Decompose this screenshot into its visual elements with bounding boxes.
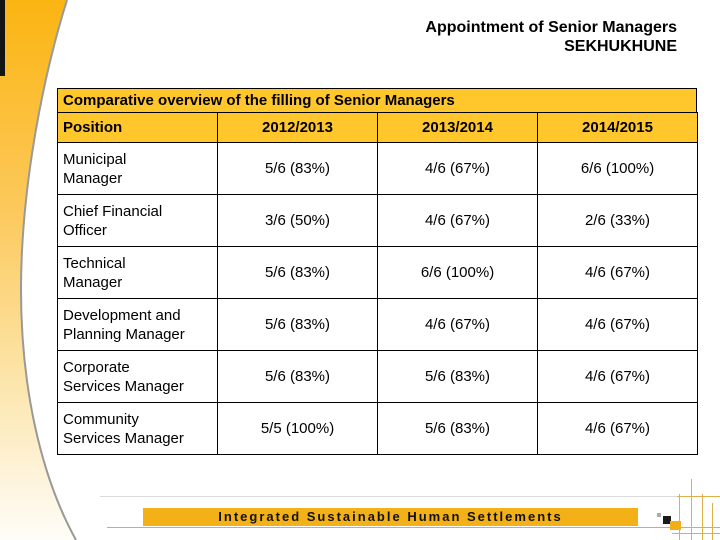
value-cell: 4/6 (67%)	[377, 194, 538, 247]
crosshair-vline	[702, 494, 703, 540]
value-cell: 4/6 (67%)	[537, 298, 698, 351]
crosshair-hline	[672, 533, 720, 534]
value-cell: 5/5 (100%)	[217, 402, 378, 455]
position-cell: Technical Manager	[57, 246, 218, 299]
position-cell: Development and Planning Manager	[57, 298, 218, 351]
value-cell: 3/6 (50%)	[217, 194, 378, 247]
value-cell: 4/6 (67%)	[377, 142, 538, 195]
value-cell: 5/6 (83%)	[377, 402, 538, 455]
table-caption: Comparative overview of the filling of S…	[57, 88, 697, 113]
value-cell: 5/6 (83%)	[217, 246, 378, 299]
deco-gray-square	[657, 513, 661, 517]
managers-table: Position 2012/2013 2013/2014 2014/2015 M…	[57, 112, 698, 455]
position-cell: Municipal Manager	[57, 142, 218, 195]
table-header-row: Position 2012/2013 2013/2014 2014/2015	[57, 112, 698, 143]
table-row: Municipal Manager 5/6 (83%) 4/6 (67%) 6/…	[57, 142, 698, 195]
table-row: Chief Financial Officer 3/6 (50%) 4/6 (6…	[57, 194, 698, 247]
value-cell: 5/6 (83%)	[377, 350, 538, 403]
position-cell: Chief Financial Officer	[57, 194, 218, 247]
footer-banner: Integrated Sustainable Human Settlements	[143, 508, 638, 526]
value-cell: 4/6 (67%)	[537, 402, 698, 455]
deco-gold-square	[670, 521, 681, 530]
value-cell: 4/6 (67%)	[537, 246, 698, 299]
deco-black-square	[663, 516, 671, 524]
footer-upper-line	[100, 496, 720, 497]
managers-table-block: Comparative overview of the filling of S…	[57, 88, 698, 455]
crosshair-hline	[677, 496, 720, 497]
table-row: Community Services Manager 5/5 (100%) 5/…	[57, 402, 698, 455]
col-header-position: Position	[57, 112, 218, 143]
table-row: Development and Planning Manager 5/6 (83…	[57, 298, 698, 351]
value-cell: 4/6 (67%)	[377, 298, 538, 351]
table-row: Technical Manager 5/6 (83%) 6/6 (100%) 4…	[57, 246, 698, 299]
crosshair-vline	[691, 479, 692, 540]
slide-title: Appointment of Senior Managers SEKHUKHUN…	[425, 18, 677, 56]
left-gold-swoosh	[0, 0, 77, 540]
value-cell: 6/6 (100%)	[537, 142, 698, 195]
value-cell: 6/6 (100%)	[377, 246, 538, 299]
value-cell: 2/6 (33%)	[537, 194, 698, 247]
crosshair-vline	[712, 503, 713, 540]
title-line-1: Appointment of Senior Managers	[425, 19, 677, 36]
footer-lower-line	[107, 527, 720, 528]
swoosh-curve-line	[19, 0, 77, 540]
left-black-bar	[0, 0, 5, 76]
value-cell: 4/6 (67%)	[537, 350, 698, 403]
title-line-2: SEKHUKHUNE	[564, 38, 677, 55]
position-cell: Corporate Services Manager	[57, 350, 218, 403]
col-header-2013-2014: 2013/2014	[377, 112, 538, 143]
gold-swoosh-fill	[0, 0, 76, 540]
col-header-2012-2013: 2012/2013	[217, 112, 378, 143]
value-cell: 5/6 (83%)	[217, 298, 378, 351]
value-cell: 5/6 (83%)	[217, 142, 378, 195]
position-cell: Community Services Manager	[57, 402, 218, 455]
table-row: Corporate Services Manager 5/6 (83%) 5/6…	[57, 350, 698, 403]
crosshair-vline	[679, 494, 680, 540]
value-cell: 5/6 (83%)	[217, 350, 378, 403]
col-header-2014-2015: 2014/2015	[537, 112, 698, 143]
